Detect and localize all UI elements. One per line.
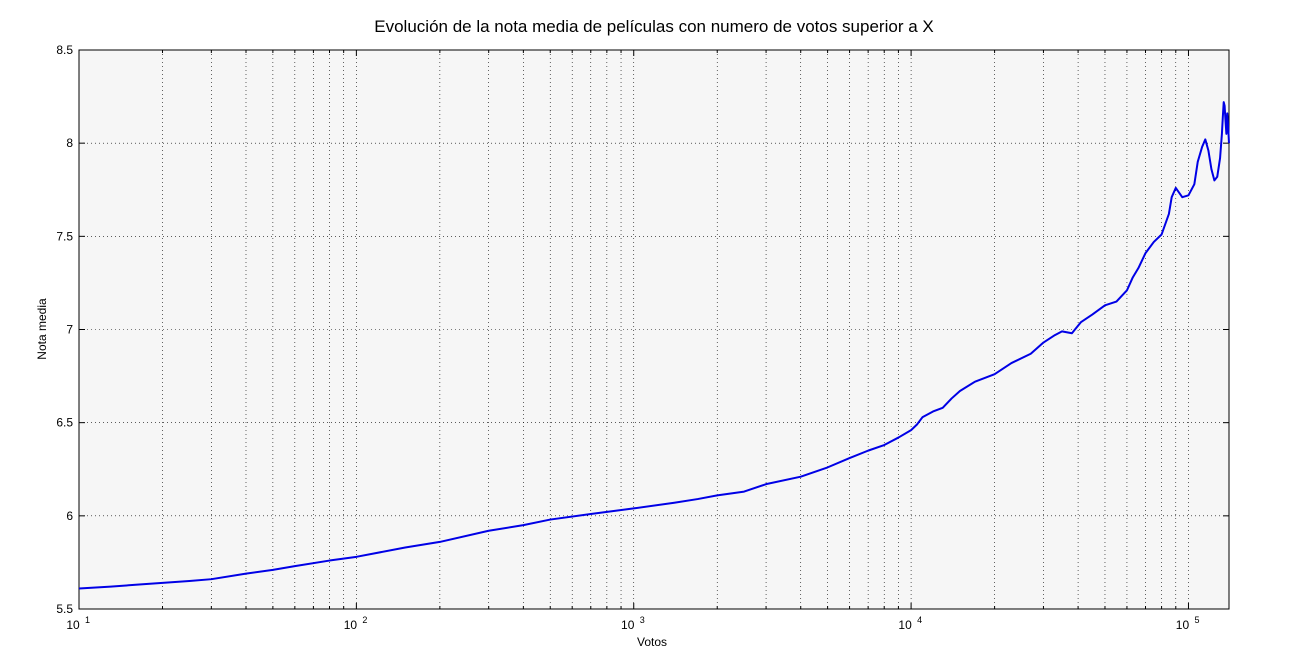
x-tick-label: 10 — [1176, 618, 1190, 632]
series-group — [78, 101, 1230, 590]
x-axis-label: Votos — [637, 635, 667, 649]
y-tick-label: 7.5 — [56, 229, 73, 243]
y-axis-label: Nota media — [35, 298, 49, 360]
series-line — [78, 101, 1230, 590]
x-tick-label: 10 — [898, 618, 912, 632]
x-tick-exponent: 4 — [917, 615, 922, 625]
chart-title: Evolución de la nota media de películas … — [374, 17, 933, 36]
x-tick-exponent: 1 — [85, 615, 90, 625]
x-tick-labels: 10 1 10 2 10 3 10 4 10 5 — [66, 615, 1199, 632]
x-tick-label: 10 — [621, 618, 635, 632]
y-tick-label: 6.5 — [56, 416, 73, 430]
y-tick-label: 6 — [66, 509, 73, 523]
y-tick-label: 7 — [66, 323, 73, 337]
x-tick-label: 10 — [344, 618, 358, 632]
x-tick-exponent: 2 — [362, 615, 367, 625]
x-tick-exponent: 3 — [640, 615, 645, 625]
y-tick-label: 8.5 — [56, 43, 73, 57]
x-tick-exponent: 5 — [1194, 615, 1199, 625]
plot-area — [79, 50, 1229, 609]
y-tick-label: 5.5 — [56, 602, 73, 616]
plot-frame — [78, 49, 1230, 610]
y-tick-labels: 5.5 6 6.5 7 7.5 8 8.5 — [56, 43, 73, 616]
x-tick-label: 10 — [66, 618, 80, 632]
y-tick-label: 8 — [66, 136, 73, 150]
